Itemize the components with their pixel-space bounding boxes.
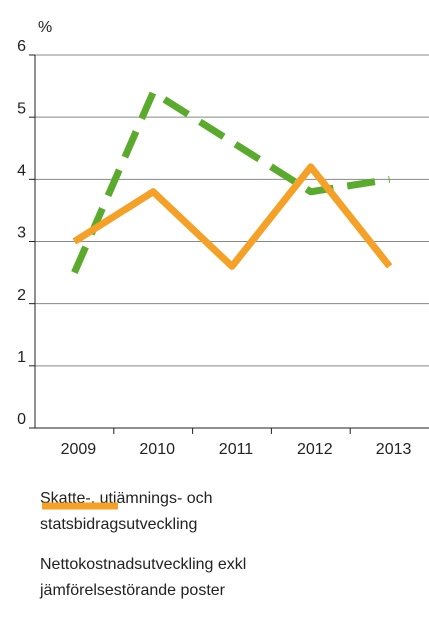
y-tick-label: 0 [17, 411, 26, 428]
x-tick-label: 2012 [297, 441, 333, 458]
x-tick-label: 2011 [219, 441, 254, 458]
series-line [72, 163, 393, 270]
y-tick-label: 5 [17, 100, 26, 117]
chart: % 0 1 2 3 4 5 6 2009 2010 2011 2012 2013 [17, 19, 429, 458]
x-tick-label: 2009 [61, 441, 97, 458]
x-tick-label: 2013 [376, 441, 412, 458]
legend-label: Nettokostnadsutveckling exkl jämförelses… [40, 556, 247, 599]
y-tick-label: 4 [17, 163, 26, 180]
x-tick-label: 2010 [139, 441, 175, 458]
legend: Skatte-, utjämnings- och statsbidragsutv… [40, 486, 429, 618]
legend-swatch [42, 502, 118, 510]
y-tick-label: 2 [17, 287, 26, 304]
y-tick-label: 3 [17, 225, 26, 242]
legend-item: Nettokostnadsutveckling exkl jämförelses… [40, 502, 429, 604]
series-line [71, 88, 391, 274]
y-axis-label: % [38, 19, 52, 36]
y-tick-label: 6 [17, 38, 26, 55]
y-tick-label: 1 [17, 349, 26, 366]
